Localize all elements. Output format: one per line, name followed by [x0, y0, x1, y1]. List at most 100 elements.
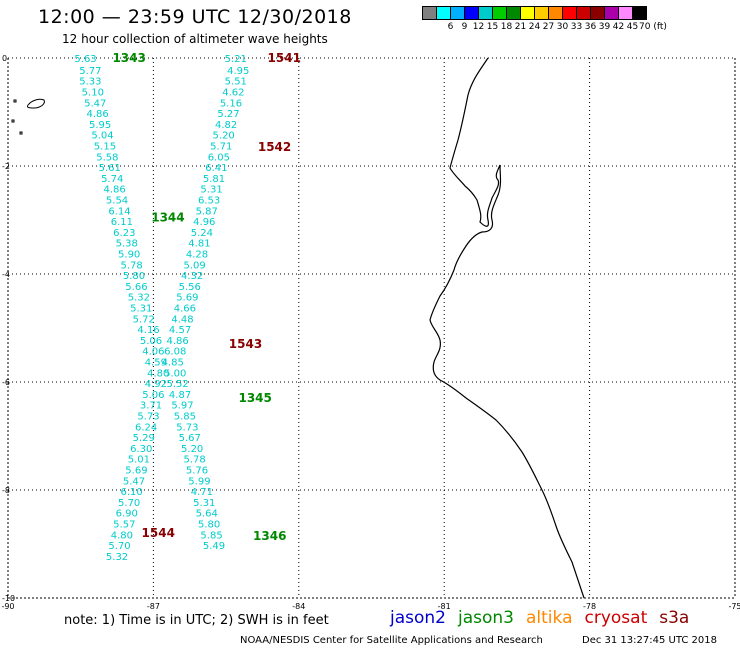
wave-height-value: 4.80	[111, 530, 133, 541]
wave-height-value: 5.57	[113, 519, 135, 530]
wave-height-value: 5.90	[118, 249, 140, 260]
wave-height-value: 5.31	[200, 185, 222, 196]
timestamp: Dec 31 13:27:45 UTC 2018	[582, 635, 717, 646]
wave-height-value: 5.10	[82, 87, 104, 98]
wave-height-value: 5.16	[220, 98, 242, 109]
wave-height-value: 5.76	[186, 465, 208, 476]
orbit-number: 1541	[268, 51, 301, 65]
wave-height-value: 6.11	[111, 217, 133, 228]
wave-height-value: 5.71	[210, 141, 232, 152]
coastline	[11, 57, 585, 599]
color-scale-label: 45	[626, 22, 639, 32]
wave-height-value: 5.70	[108, 541, 130, 552]
color-scale-label: 21	[514, 22, 527, 32]
wave-height-value: 4.86	[87, 109, 109, 120]
wave-height-value: 4.48	[171, 314, 193, 325]
color-scale-label: 27	[542, 22, 555, 32]
wave-height-value: 5.97	[171, 401, 193, 412]
wave-height-value: 6.41	[205, 163, 227, 174]
color-scale-label: 24	[528, 22, 541, 32]
map-frame	[7, 57, 736, 599]
wave-height-value: 4.66	[174, 303, 196, 314]
color-scale-label: 39	[598, 22, 611, 32]
color-swatch	[632, 6, 647, 20]
wave-height-value: 4.82	[215, 120, 237, 131]
wave-height-value: 5.64	[196, 509, 218, 520]
wave-height-value: 5.27	[217, 109, 239, 120]
wave-height-value: 4.95	[227, 66, 249, 77]
lat-tick-label: 0	[2, 54, 7, 63]
color-scale-label: 6	[447, 22, 454, 32]
credit-text: NOAA/NESDIS Center for Satellite Applica…	[240, 635, 543, 646]
wave-height-value: 5.01	[128, 455, 150, 466]
wave-height-value: 5.95	[89, 120, 111, 131]
wave-height-value: 6.14	[108, 206, 130, 217]
lon-tick-label: -81	[438, 602, 451, 611]
wave-height-value: 5.66	[125, 282, 147, 293]
wave-height-value: 4.86	[103, 185, 125, 196]
wave-height-value: 5.87	[196, 206, 218, 217]
orbit-labels: 1343 1541 1542 1344 1543 1345 1544 1346	[112, 51, 300, 543]
wave-height-value: 4.16	[137, 325, 159, 336]
satellite-altika: altika	[526, 608, 573, 628]
wave-height-value: 5.47	[84, 98, 106, 109]
wave-height-value: 5.29	[133, 433, 155, 444]
wave-height-value: 5.09	[183, 260, 205, 271]
orbit-number: 1544	[142, 526, 175, 540]
color-scale-label: 42	[612, 22, 625, 32]
wave-height-value: 5.73	[137, 411, 159, 422]
color-scale-label: 12	[472, 22, 485, 32]
wave-height-value: 5.06	[142, 390, 164, 401]
island-galapagos-1	[27, 98, 45, 109]
orbit-number: 1343	[112, 51, 145, 65]
wave-height-value: 4.06	[142, 347, 164, 358]
wave-height-value: 6.53	[198, 195, 220, 206]
wave-height-value: 6.10	[120, 487, 142, 498]
lat-tick-label: -2	[2, 162, 10, 171]
wave-height-value: 5.54	[106, 195, 128, 206]
satellite-jason3: jason3	[458, 608, 514, 628]
wave-height-value: 6.90	[116, 509, 138, 520]
lat-tick-label: -10	[2, 594, 15, 603]
wave-height-value: 5.51	[225, 77, 247, 88]
lon-tick-label: -84	[292, 602, 305, 611]
wave-height-value: 5.04	[91, 131, 113, 142]
wave-height-value: 5.63	[74, 54, 96, 65]
wave-height-value: 5.85	[174, 411, 196, 422]
lon-tick-label: -90	[1, 602, 14, 611]
wave-height-tracks: 5.635.775.335.105.474.865.955.045.155.58…	[74, 54, 249, 563]
wave-height-value: 4.32	[181, 271, 203, 282]
map-subtitle: 12 hour collection of altimeter wave hei…	[62, 32, 328, 46]
map-title: 12:00 — 23:59 UTC 12/30/2018	[38, 6, 352, 28]
wave-height-value: 5.74	[101, 174, 123, 185]
wave-height-value: 5.81	[203, 174, 225, 185]
wave-height-value: 6.30	[130, 444, 152, 455]
wave-height-value: 5.49	[203, 541, 225, 552]
wave-height-value: 4.80	[147, 368, 169, 379]
wave-height-value: 5.78	[120, 260, 142, 271]
wave-height-value: 5.32	[128, 293, 150, 304]
wave-height-value: 4.57	[169, 325, 191, 336]
wave-height-value: 5.20	[213, 131, 235, 142]
lat-tick-label: -4	[2, 270, 10, 279]
wave-height-value: 3.71	[140, 401, 162, 412]
graticule	[7, 57, 736, 599]
lat-tick-label: -8	[2, 486, 10, 495]
lon-tick-label: -75	[728, 602, 740, 611]
wave-height-value: 5.00	[164, 368, 186, 379]
color-scale-label: 15	[486, 22, 499, 32]
satellite-jason2: jason2	[390, 608, 446, 628]
coastline-ecuador-peru	[429, 57, 585, 599]
wave-height-value: 4.71	[191, 487, 213, 498]
color-scale-bar	[422, 6, 647, 20]
wave-height-value: 5.99	[188, 476, 210, 487]
wave-height-value: 5.31	[193, 498, 215, 509]
wave-height-value: 5.33	[79, 77, 101, 88]
wave-height-value: 5.78	[183, 455, 205, 466]
wave-height-value: 4.87	[169, 390, 191, 401]
wave-height-value: 5.77	[79, 66, 101, 77]
color-scale-labels: 6 9 12 15 18 21 24 27 30 33 36 39 42 45 70 (ft)	[422, 22, 740, 34]
wave-height-value: 4.86	[167, 336, 189, 347]
wave-height-value: 5.56	[179, 282, 201, 293]
